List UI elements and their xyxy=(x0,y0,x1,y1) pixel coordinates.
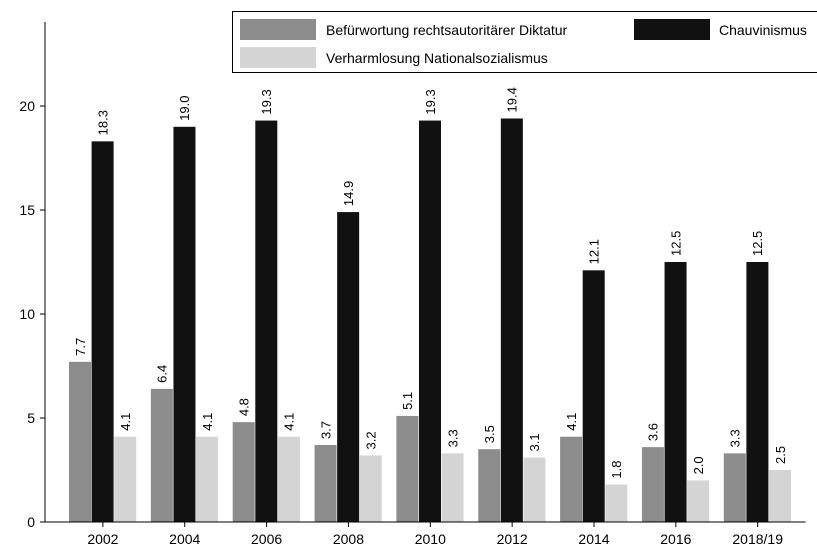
data-label: 3.3 xyxy=(445,429,460,447)
bar xyxy=(641,447,664,522)
data-label: 5.1 xyxy=(400,392,415,410)
bar xyxy=(687,480,710,522)
data-label: 4.1 xyxy=(118,413,133,431)
legend: Befürwortung rechtsautoritärer Diktatur C… xyxy=(232,11,817,73)
bar xyxy=(173,126,196,523)
x-tick-label: 2012 xyxy=(497,531,528,547)
data-label: 3.1 xyxy=(527,433,542,451)
legend-swatch xyxy=(634,19,710,40)
bar xyxy=(419,120,441,522)
data-label: 4.8 xyxy=(237,398,252,416)
x-tick-label: 2018/19 xyxy=(732,531,783,547)
data-label: 3.6 xyxy=(646,423,661,441)
y-tick-label: 15 xyxy=(19,202,35,218)
bar xyxy=(500,118,523,522)
bar xyxy=(478,449,501,522)
legend-swatch xyxy=(240,47,316,68)
x-tick-label: 2002 xyxy=(87,531,118,547)
bar xyxy=(150,388,173,522)
x-tick-label: 2016 xyxy=(660,531,691,547)
data-label: 7.7 xyxy=(73,338,88,356)
y-tick-label: 10 xyxy=(19,306,35,322)
bar xyxy=(664,262,687,522)
data-label: 3.2 xyxy=(364,431,379,449)
y-tick-label: 20 xyxy=(19,98,35,114)
data-label: 1.8 xyxy=(609,460,624,478)
data-label: 4.1 xyxy=(200,413,215,431)
bar xyxy=(723,453,746,522)
legend-label: Chauvinismus xyxy=(719,22,807,38)
x-tick-label: 2006 xyxy=(251,531,282,547)
legend-label: Verharmlosung Nationalsozialismus xyxy=(326,50,548,66)
bars-layer: 7.7 6.4 4.8 3.7 5.1 3.5 4.1 3.6 3.3 18.3 19.0 19.3 1… xyxy=(69,87,791,523)
data-label: 2.5 xyxy=(773,446,788,464)
data-label: 12.5 xyxy=(750,231,765,256)
bar xyxy=(359,455,382,522)
bar xyxy=(337,212,360,522)
x-tick-label: 2010 xyxy=(415,531,446,547)
bar xyxy=(605,484,628,522)
bar xyxy=(114,436,137,522)
data-label: 19.0 xyxy=(177,95,192,120)
data-label: 3.5 xyxy=(482,425,497,443)
data-label: 19.4 xyxy=(505,87,520,112)
bar xyxy=(69,361,91,522)
x-tick-label: 2014 xyxy=(578,531,609,547)
data-label: 2.0 xyxy=(691,456,706,474)
bar xyxy=(746,262,769,522)
data-label: 12.5 xyxy=(668,231,683,256)
legend-label: Befürwortung rechtsautoritärer Diktatur xyxy=(326,22,568,38)
bar xyxy=(196,436,219,522)
bar xyxy=(560,436,583,522)
axes-layer: 0 5 10 15 20 2002 2004 2006 2008 2010 2012 2014 2016… xyxy=(19,22,806,547)
y-tick-label: 0 xyxy=(27,514,35,530)
bar xyxy=(523,457,546,522)
bar xyxy=(396,415,419,522)
bar xyxy=(232,422,255,522)
legend-box xyxy=(232,11,817,73)
x-tick-label: 2004 xyxy=(169,531,200,547)
data-label: 12.1 xyxy=(587,239,602,264)
data-label: 18.3 xyxy=(95,110,110,135)
bar xyxy=(91,141,114,523)
bar xyxy=(277,436,300,522)
bar xyxy=(582,270,605,522)
data-label: 3.7 xyxy=(318,421,333,439)
y-tick-label: 5 xyxy=(27,410,35,426)
bar xyxy=(441,453,464,522)
x-tick-label: 2008 xyxy=(333,531,364,547)
bar xyxy=(314,445,337,522)
legend-swatch xyxy=(240,19,316,40)
data-label: 4.1 xyxy=(282,413,297,431)
data-label: 19.3 xyxy=(423,89,438,114)
data-label: 19.3 xyxy=(259,89,274,114)
data-label: 3.3 xyxy=(728,429,743,447)
data-label: 6.4 xyxy=(155,365,170,383)
bar xyxy=(255,120,278,522)
data-label: 14.9 xyxy=(341,181,356,206)
bar xyxy=(769,470,791,522)
data-label: 4.1 xyxy=(564,413,579,431)
